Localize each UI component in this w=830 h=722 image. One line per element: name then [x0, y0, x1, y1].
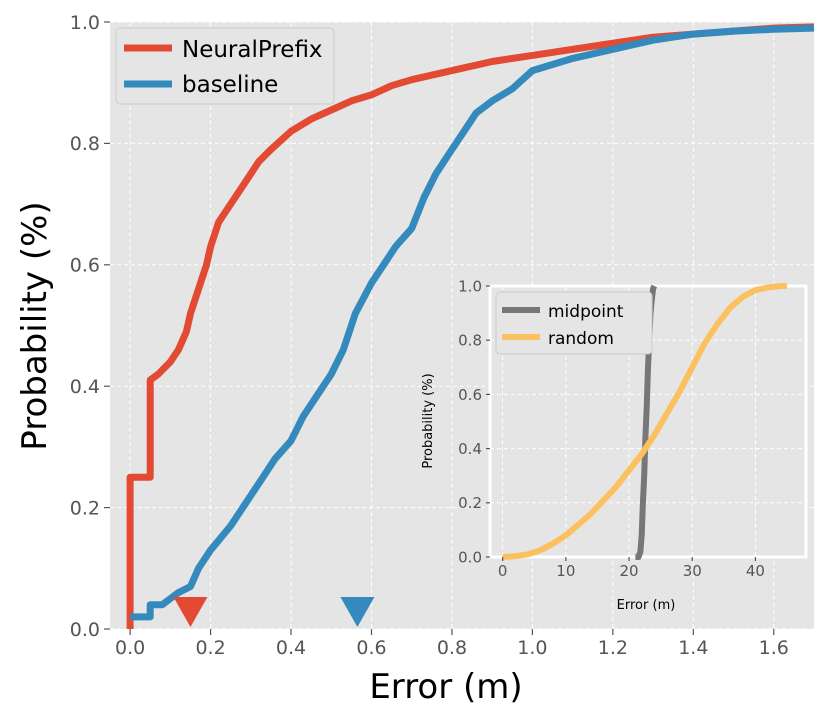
main-y-tick-label: 1.0: [70, 12, 100, 34]
inset-x-tick-label: 0: [498, 562, 508, 580]
main-x-tick-label: 0.4: [276, 637, 306, 659]
main-ticks-layer: 0.0 0.2 0.4 0.6 0.8 1.0 1.2 1.4 1.60.00.20.40.60…: [70, 12, 789, 659]
main-x-tick-label: 0.2: [195, 637, 225, 659]
main-x-tick-label: 1.0: [517, 637, 547, 659]
legend-label-random: random: [548, 329, 614, 349]
series-line-neuralprefix: [126, 23, 815, 629]
main-x-axis-label: Error (m): [369, 667, 522, 707]
main-y-tick-label: 0.4: [70, 376, 100, 398]
main-x-tick-label: 0.6: [356, 637, 386, 659]
main-x-tick-label: 1.6: [759, 637, 789, 659]
legend-label-neuralprefix: NeuralPrefix: [182, 37, 323, 63]
inset-y-tick-label: 0.8: [458, 332, 482, 350]
inset-y-tick-label: 0.2: [458, 494, 482, 512]
baseline-median-marker: [340, 597, 375, 627]
series-line-random: [502, 283, 787, 560]
inset-y-tick-label: 0.6: [458, 386, 482, 404]
inset-x-tick-label: 10: [556, 562, 575, 580]
main-y-tick-label: 0.2: [70, 497, 100, 519]
main-x-tick-label: 0.8: [437, 637, 467, 659]
main-y-tick-label: 0.0: [70, 619, 100, 641]
inset-y-axis-label: Probability (%): [421, 373, 436, 468]
main-x-tick-label: 0.0: [115, 637, 145, 659]
inset-x-tick-label: 40: [746, 562, 765, 580]
inset-y-tick-label: 0.4: [458, 440, 482, 458]
main-y-axis-label: Probability (%): [15, 201, 55, 450]
inset-x-axis-label: Error (m): [617, 598, 676, 613]
legend-label-midpoint: midpoint: [548, 302, 624, 322]
inset-legend: midpoint random: [495, 291, 653, 355]
inset-x-tick-label: 20: [619, 562, 638, 580]
inset-y-tick-label: 1.0: [458, 277, 482, 295]
legend-label-baseline: baseline: [182, 72, 278, 98]
main-grid: [110, 21, 814, 630]
neuralprefix-median-marker: [173, 597, 208, 627]
main-series-layer: [126, 23, 815, 629]
main-y-tick-label: 0.6: [70, 255, 100, 277]
main-y-tick-label: 0.8: [70, 133, 100, 155]
main-x-tick-label: 1.2: [598, 637, 628, 659]
main-markers-layer: [173, 597, 375, 627]
inset-y-tick-label: 0.0: [458, 548, 482, 566]
inset-ticks-layer: 0 10 20 30 40 0.0 0.2 0.4 0.6 0.8 1.0: [458, 277, 765, 580]
main-x-tick-label: 1.4: [678, 637, 708, 659]
main-legend: NeuralPrefix baseline: [115, 27, 335, 105]
inset-x-tick-label: 30: [683, 562, 702, 580]
inset-grid: [490, 285, 806, 558]
series-line-baseline: [130, 24, 815, 621]
